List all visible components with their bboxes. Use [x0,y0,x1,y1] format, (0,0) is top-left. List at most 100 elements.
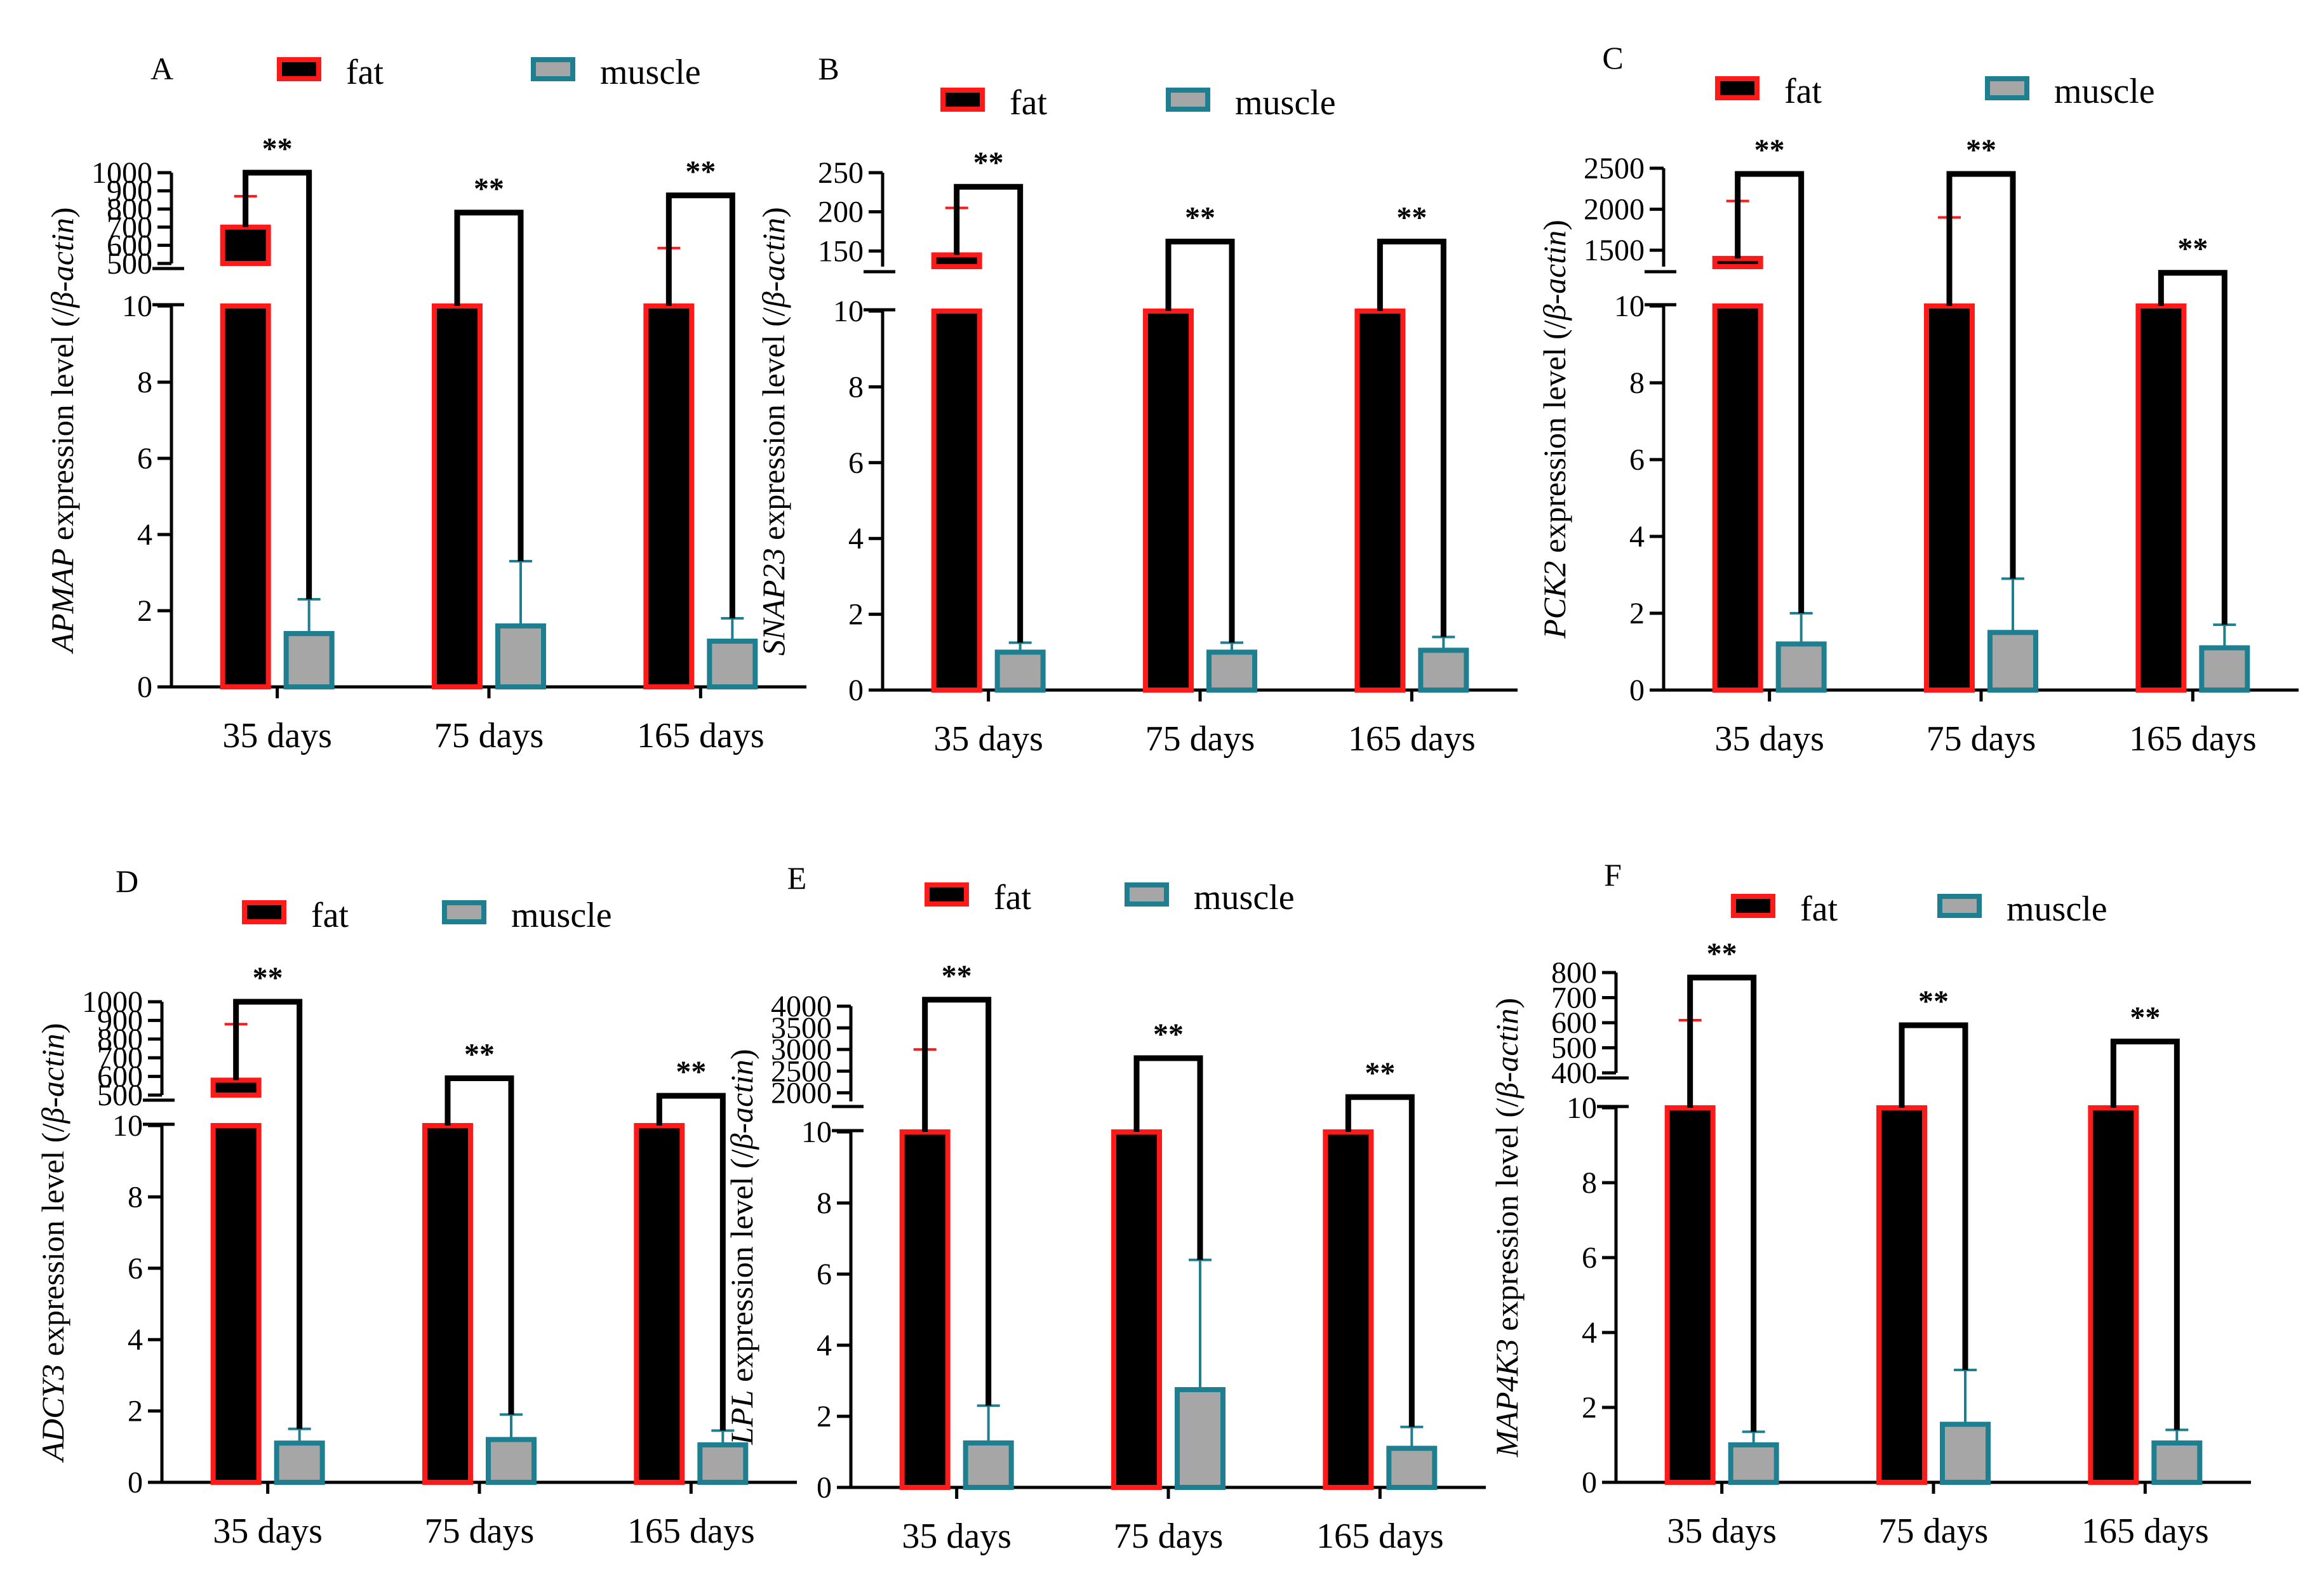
panel-letter: F [1604,857,1622,893]
significance-bracket [922,997,992,1406]
y-tick-label: 0 [817,1471,832,1505]
panel-letter: C [1602,40,1623,76]
significance-label: ** [253,961,283,995]
y-label-text: expression level (/ [724,1149,759,1390]
legend-muscle-label: muscle [511,896,612,935]
y-tick-label: 0 [1582,1466,1597,1499]
significance-label: ** [464,1038,495,1072]
bar-muscle [1987,630,2038,693]
y-label-text: expression level (/ [44,308,80,548]
legend-fat-swatch [242,900,286,924]
y-label-beta: β-actin [724,1060,759,1150]
y-axis-label: SNAP23 expression level (/β-actin) [756,207,791,656]
significance-label: ** [474,172,504,206]
legend-muscle-label: muscle [2007,889,2107,929]
bar-fat [899,1129,951,1490]
bar-fat [432,303,483,689]
legend-fat-label: fat [311,896,349,935]
y-tick-label: 2 [817,1400,832,1433]
legend-fat-label: fat [1784,72,1822,111]
y-tick-label: 4 [1629,520,1645,554]
significance-bracket [656,1093,726,1431]
x-tick-label: 165 days [1316,1517,1444,1556]
bar-muscle [1775,641,1827,693]
bar-muscle [1386,1446,1438,1490]
y-tick-label: 2500 [1584,152,1645,185]
y-tick-label: 600 [107,229,152,262]
y-tick-label: 6 [137,442,152,475]
significance-bracket [1165,239,1235,643]
y-tick-label: 800 [1551,956,1597,990]
significance-label: ** [2130,1001,2160,1035]
y-tick-label: 4 [817,1329,832,1362]
x-tick-label: 75 days [434,716,544,755]
legend-muscle-label: muscle [600,53,701,92]
significance-bracket [1946,171,2016,579]
legend-fat-label: fat [1010,83,1048,123]
legend-muscle-swatch [531,57,575,81]
legend-muscle-swatch [1166,88,1210,112]
x-tick-label: 165 days [637,716,765,755]
y-tick-label: 600 [1551,1006,1597,1040]
y-label-text: expression level (/ [1537,320,1572,561]
y-tick-label: 2 [137,594,152,628]
bar-fat [2088,1105,2139,1485]
y-tick-label: 0 [128,1466,143,1499]
y-tick-label: 700 [1551,981,1597,1015]
x-tick-label: 35 days [933,719,1043,759]
y-tick-label: 8 [128,1180,143,1214]
significance-bracket [1377,239,1446,637]
y-label-close: ) [724,1049,759,1060]
significance-label: ** [1153,1018,1184,1051]
legend-muscle-label: muscle [2054,72,2155,111]
legend-fat-label: fat [346,53,384,92]
y-tick-label: 3000 [771,1033,832,1067]
bar-fat [2135,303,2187,693]
x-tick-label: 165 days [1348,719,1476,759]
significance-bracket [1735,171,1805,613]
significance-label: ** [685,155,716,189]
y-tick-label: 900 [107,175,152,208]
y-tick-label: 700 [107,211,152,244]
bar-fat [1924,303,1975,693]
y-tick-label: 700 [97,1041,143,1075]
bar-muscle [1940,1421,1991,1486]
y-label-close: ) [1489,998,1525,1009]
bar-fat [634,1123,685,1485]
legend-fat-label: fat [994,878,1032,917]
x-tick-label: 35 days [222,716,332,755]
y-tick-label: 4 [128,1323,143,1357]
bar-fat-upper [1712,256,1763,270]
significance-bracket [2158,270,2227,625]
y-label-beta: β-actin [1489,1008,1525,1099]
y-tick-label: 8 [848,370,864,404]
significance-label: ** [1396,201,1427,235]
y-tick-label: 4 [1582,1316,1597,1350]
y-label-beta: β-actin [756,218,791,309]
y-tick-label: 150 [818,234,864,268]
y-tick-label: 1000 [91,156,152,190]
significance-label: ** [973,146,1004,180]
bar-fat [931,309,982,693]
y-tick-label: 8 [817,1186,832,1220]
significance-label: ** [2177,232,2208,266]
y-tick-label: 6 [817,1258,832,1291]
legend-muscle-swatch [1937,894,1982,918]
legend-muscle-swatch [442,900,486,924]
y-tick-label: 2500 [771,1054,832,1088]
y-tick-label: 10 [1566,1091,1597,1125]
y-tick-label: 0 [848,674,864,707]
legend-muscle-swatch [1985,76,2029,100]
y-tick-label: 10 [1614,289,1645,323]
x-tick-label: 75 days [1145,719,1255,759]
y-label-text: expression level (/ [756,307,791,548]
y-tick-label: 1500 [1584,234,1645,267]
y-label-gene: SNAP23 [756,548,791,655]
y-label-gene: PCK2 [1537,561,1572,639]
y-label-gene: MAP4K3 [1489,1339,1525,1458]
bar-muscle [697,1442,749,1485]
panel-letter: D [116,863,138,899]
